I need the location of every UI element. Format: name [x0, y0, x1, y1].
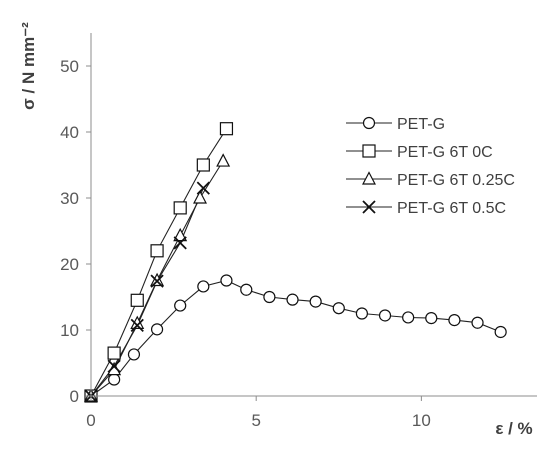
y-tick-label: 20	[60, 255, 79, 274]
data-point-cross	[107, 359, 121, 373]
legend-label: PET-G	[397, 116, 445, 133]
data-point-triangle	[130, 315, 145, 329]
tick-labels: 0 10 20 30 40 50 0 5 10	[60, 57, 431, 430]
data-point-square	[173, 201, 187, 215]
data-point-circle	[332, 302, 345, 315]
data-point-circle	[174, 299, 187, 312]
data-marks	[84, 122, 507, 403]
data-point-circle	[378, 309, 392, 322]
legend-marker-cross	[362, 200, 376, 214]
data-point-square	[150, 244, 164, 258]
data-point-circle	[286, 293, 299, 306]
data-point-circle	[402, 311, 415, 324]
data-point-square	[219, 122, 234, 136]
data-point-circle	[309, 295, 322, 308]
legend-marker-circle	[362, 116, 376, 130]
data-point-square	[196, 158, 210, 172]
y-tick-label: 40	[60, 123, 79, 142]
y-tick-label: 30	[60, 189, 79, 208]
data-point-cross	[196, 181, 210, 195]
legend-label: PET-G 6T 0.5C	[397, 200, 506, 217]
axes	[90, 33, 537, 397]
y-axis-title: σ / N mm⁻²	[19, 22, 38, 110]
legend-label: PET-G 6T 0.25C	[397, 172, 515, 189]
data-point-circle	[448, 314, 461, 327]
data-point-cross	[173, 236, 187, 250]
data-point-cross	[130, 318, 144, 333]
x-tick-label: 0	[86, 411, 95, 430]
data-point-circle	[471, 316, 484, 329]
y-tick-label: 10	[60, 321, 79, 340]
x-axis-title: ε / %	[495, 419, 532, 438]
data-point-circle	[220, 274, 233, 287]
data-point-circle	[425, 312, 438, 325]
x-tick-label: 5	[251, 411, 260, 430]
data-point-triangle	[193, 190, 208, 204]
legend: PET-G PET-G 6T 0C PET-G 6T 0.25C PET-G 6T 0…	[346, 116, 515, 217]
plot-area	[90, 128, 501, 397]
data-point-square	[107, 346, 121, 360]
data-point-circle	[127, 348, 141, 361]
y-tick-label: 0	[70, 387, 79, 406]
data-point-triangle	[150, 272, 165, 287]
data-point-cross	[150, 274, 164, 288]
data-point-circle	[150, 323, 164, 336]
legend-marker-square	[362, 144, 376, 158]
data-point-circle	[494, 325, 507, 339]
data-point-circle	[263, 290, 276, 304]
data-point-triangle	[216, 153, 231, 167]
x-tick-label: 10	[412, 411, 431, 430]
data-point-circle	[240, 283, 253, 296]
legend-label: PET-G 6T 0C	[397, 144, 493, 161]
data-point-circle	[355, 307, 369, 320]
data-point-triangle	[107, 361, 122, 376]
legend-marker-triangle	[362, 171, 376, 185]
data-point-circle	[108, 373, 121, 386]
data-point-triangle	[173, 227, 188, 242]
data-point-square	[130, 293, 144, 307]
data-point-circle	[197, 280, 210, 293]
y-tick-label: 50	[60, 57, 79, 76]
